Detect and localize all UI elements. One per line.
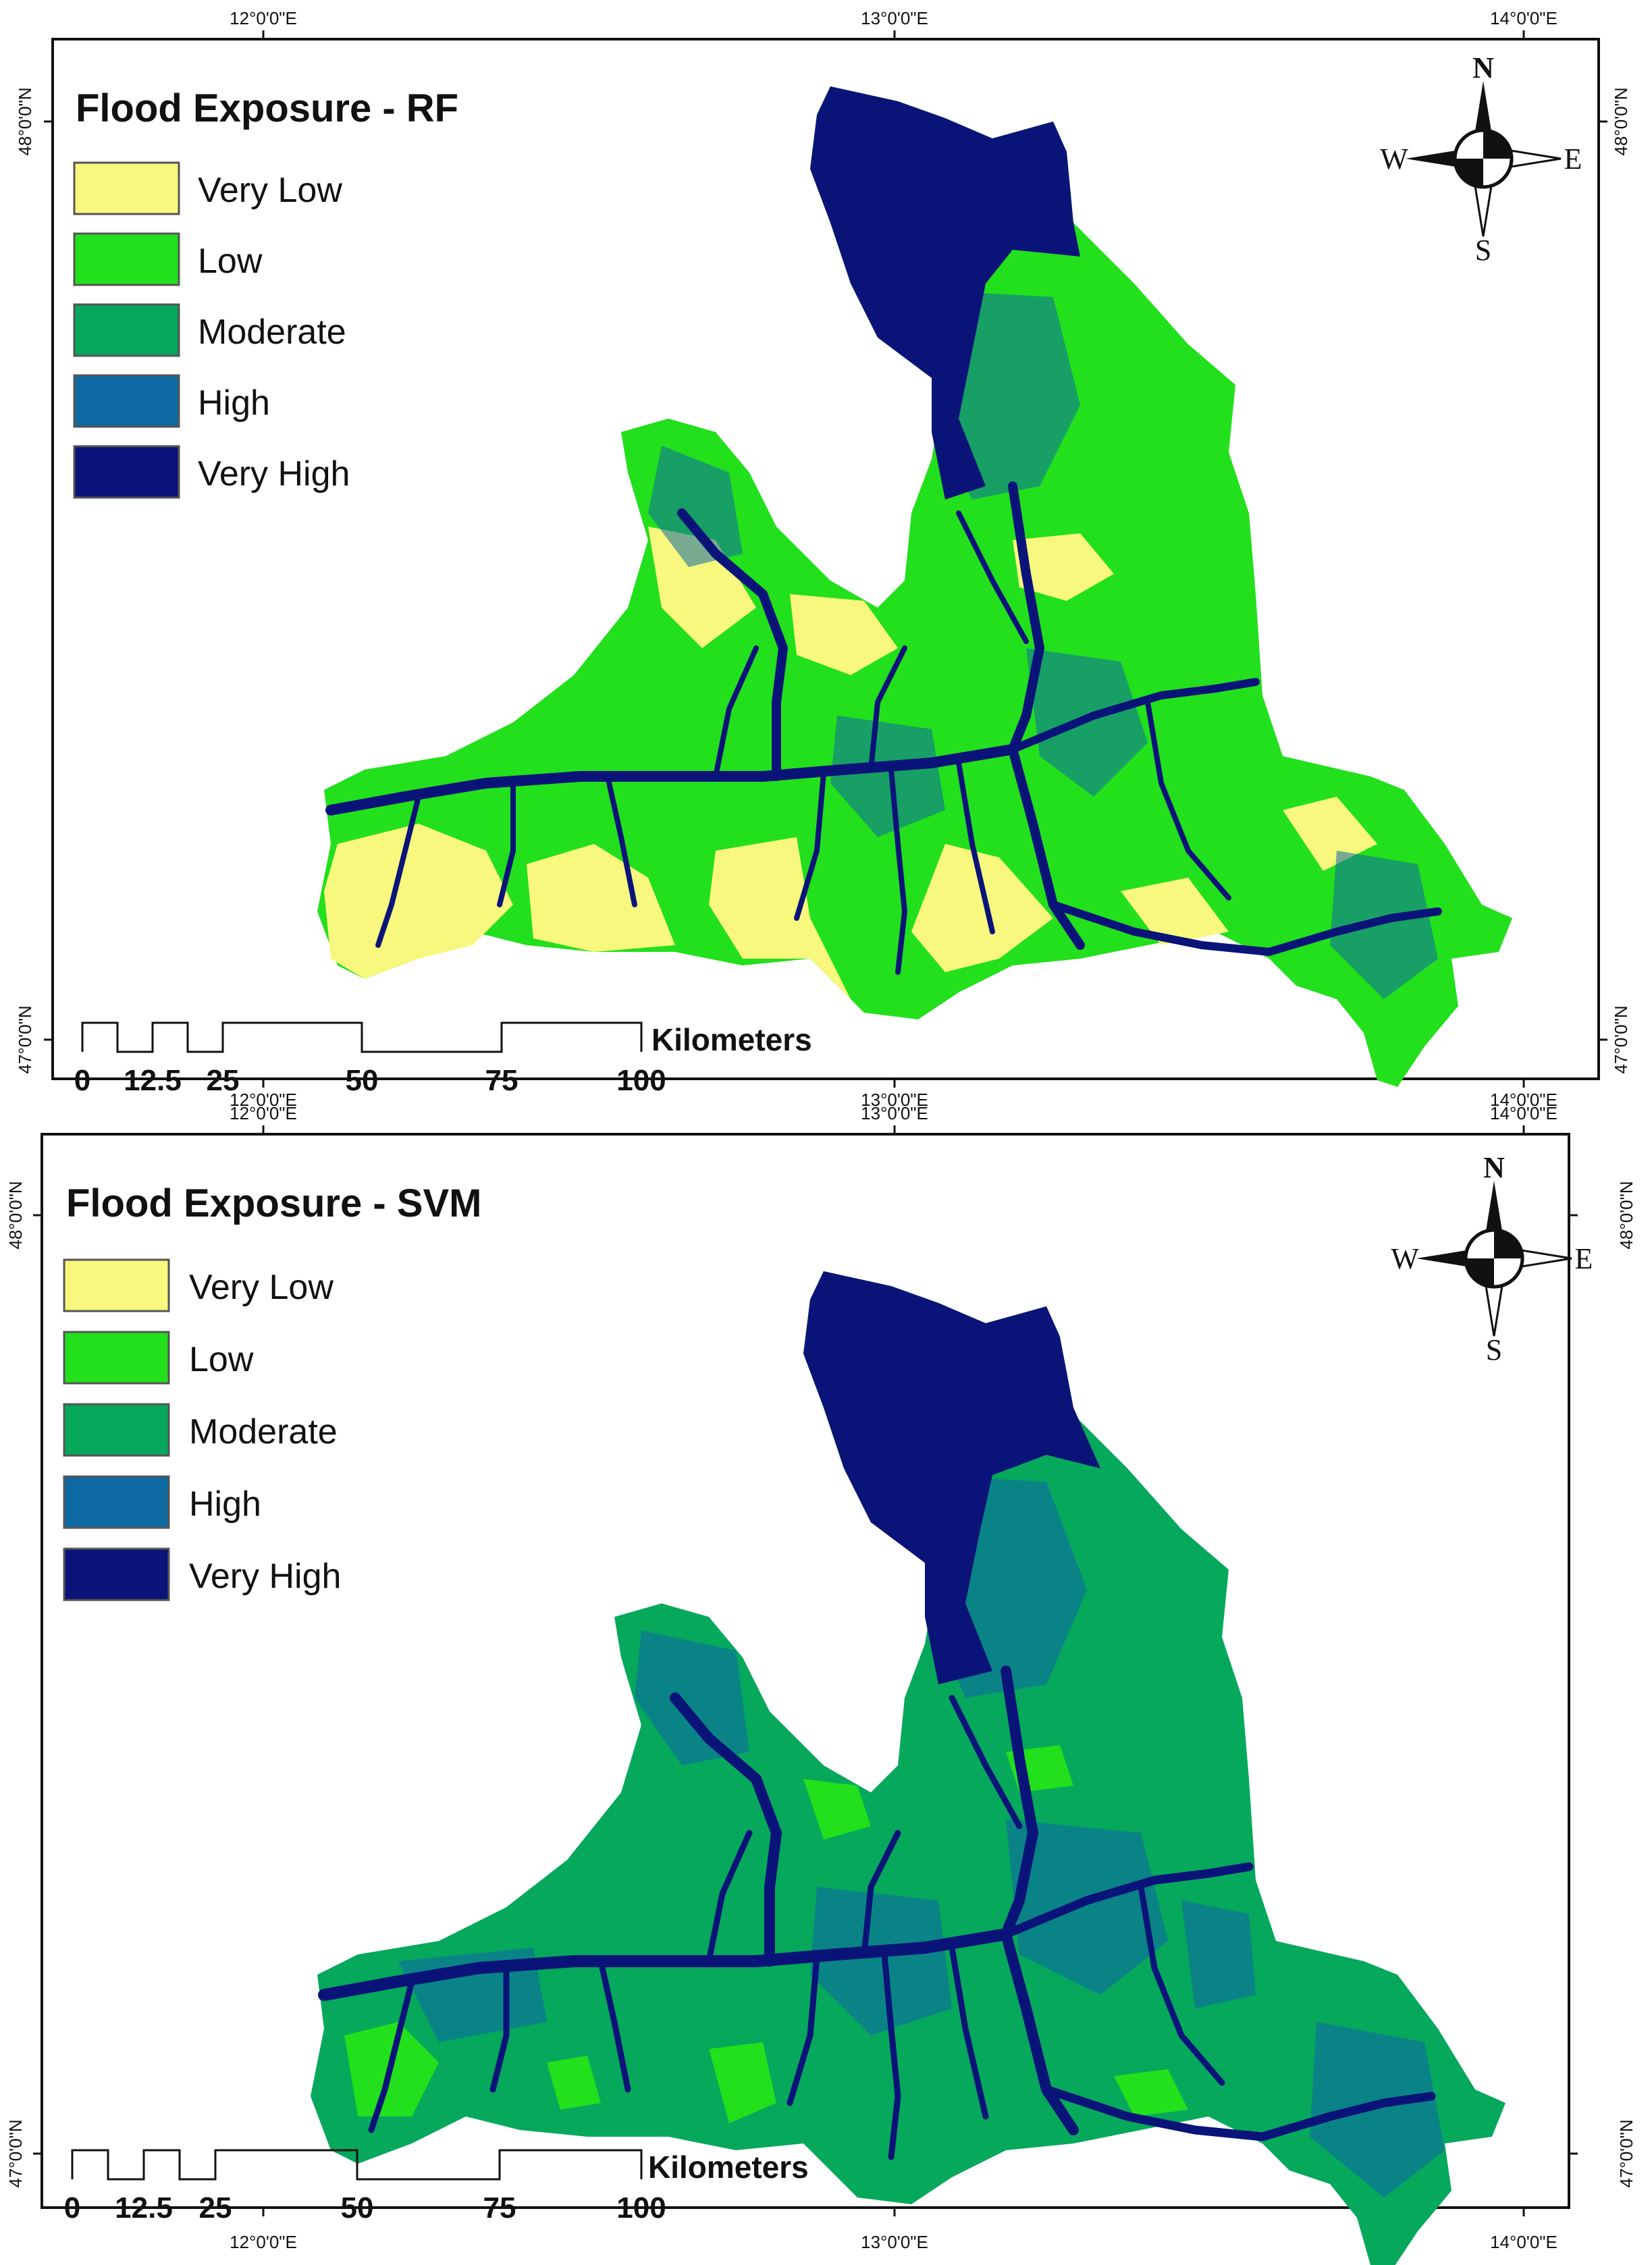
scale-tick-50: 50 [346,1064,379,1097]
compass-label-s: S [1486,1333,1502,1366]
legend-swatch-high [63,1475,170,1529]
legend: Very Low Low Moderate High Very High [73,161,350,499]
legend-label-low: Low [189,1340,254,1379]
lat-label-left-47: 47°0'0"N [15,1005,35,1073]
scale-tick-100: 100 [616,2191,666,2224]
lon-label-top-12: 12°0'0"E [230,1103,297,1123]
lat-label-right-48: 48°0'0"N [1616,1181,1636,1249]
map-panel-rf-svg: 12°0'0"E 13°0'0"E 14°0'0"E 12°0'0"E 13°0… [15,8,1631,1110]
compass-label-w: W [1391,1242,1419,1275]
flood-exposure-map-rf [317,86,1512,1087]
lon-label-bottom-14: 14°0'0"E [1490,2232,1557,2252]
map-panel-rf: 12°0'0"E 13°0'0"E 14°0'0"E 12°0'0"E 13°0… [0,0,1652,1127]
scale-tick-100: 100 [616,1064,666,1097]
legend-label-very-high: Very High [198,454,350,494]
map-panel-svm-svg: 12°0'0"E 13°0'0"E 14°0'0"E 12°0'0"E 13°0… [5,1103,1636,2265]
lon-label-top-14: 14°0'0"E [1490,1103,1557,1123]
legend-label-high: High [198,383,270,423]
legend-swatch-very-high [63,1547,170,1601]
compass-label-n: N [1472,51,1494,84]
map-title: Flood Exposure - RF [76,86,458,130]
legend-swatch-low [73,232,180,286]
compass-label-n: N [1483,1151,1505,1184]
flood-exposure-map-svm [311,1271,1506,2265]
north-arrow-compass: N S E W [1380,51,1582,267]
lon-label-top-14: 14°0'0"E [1490,8,1557,28]
legend-label-very-low: Very Low [189,1268,334,1307]
lon-label-top-13: 13°0'0"E [861,8,928,28]
legend-label-high: High [189,1485,261,1524]
legend-swatch-moderate [73,303,180,357]
lon-label-bottom-12: 12°0'0"E [230,2232,297,2252]
scale-tick-0: 0 [74,1064,90,1097]
lon-label-top-13: 13°0'0"E [861,1103,928,1123]
compass-label-e: E [1564,142,1582,176]
lat-label-left-48: 48°0'0"N [5,1181,26,1249]
scale-tick-12-5: 12.5 [124,1064,182,1097]
legend-label-low: Low [198,242,263,281]
legend: Very Low Low Moderate High Very High [63,1258,341,1601]
scale-bar: 0 12.5 25 50 75 100 Kilometers [64,2149,809,2224]
compass-label-e: E [1575,1242,1593,1275]
lat-label-right-47: 47°0'0"N [1611,1005,1631,1073]
legend-swatch-moderate [63,1403,170,1457]
lon-label-bottom-13: 13°0'0"E [861,1090,928,1110]
scale-tick-50: 50 [341,2191,374,2224]
legend-swatch-very-low [73,161,180,215]
scale-tick-75: 75 [485,1064,518,1097]
compass-label-s: S [1475,234,1491,267]
legend-swatch-low [63,1331,170,1385]
scale-tick-25: 25 [199,2191,232,2224]
graticule-ticks [33,1125,1578,2216]
lon-label-top-12: 12°0'0"E [230,8,297,28]
legend-label-very-high: Very High [189,1557,341,1596]
lon-label-bottom-13: 13°0'0"E [861,2232,928,2252]
legend-swatch-very-high [73,445,180,499]
lon-label-bottom-12: 12°0'0"E [230,1090,297,1110]
scale-unit: Kilometers [648,2150,809,2185]
legend-swatch-high [73,374,180,428]
lon-label-bottom-14: 14°0'0"E [1490,1090,1557,1110]
accent-patches [324,527,1377,999]
north-arrow-compass: N S E W [1391,1151,1593,1366]
river-network [318,1666,1436,2160]
legend-label-moderate: Moderate [198,313,346,352]
legend-label-very-low: Very Low [198,171,342,210]
accent-patches [344,1745,1188,2123]
very-high-basin [810,86,1080,500]
scale-bar: 0 12.5 25 50 75 100 Kilometers [74,1021,812,1097]
scale-tick-25: 25 [207,1064,240,1097]
graticule-ticks [44,30,1607,1088]
study-area-region [311,1271,1506,2265]
map-panel-svm: 12°0'0"E 13°0'0"E 14°0'0"E 12°0'0"E 13°0… [0,1100,1652,2265]
lat-label-left-47: 47°0'0"N [5,2119,26,2187]
lat-label-right-48: 48°0'0"N [1611,87,1631,155]
compass-label-w: W [1380,142,1408,176]
scale-tick-12-5: 12.5 [115,2191,173,2224]
scale-unit: Kilometers [651,1022,812,1057]
map-title: Flood Exposure - SVM [66,1181,482,1225]
study-area-region [317,86,1512,1087]
scale-tick-0: 0 [64,2191,80,2224]
scale-tick-75: 75 [483,2191,516,2224]
river-network [325,481,1442,975]
very-high-basin [803,1271,1100,1684]
legend-swatch-very-low [63,1258,170,1312]
lat-label-right-47: 47°0'0"N [1616,2119,1636,2187]
legend-label-moderate: Moderate [189,1412,338,1451]
lat-label-left-48: 48°0'0"N [15,87,35,155]
